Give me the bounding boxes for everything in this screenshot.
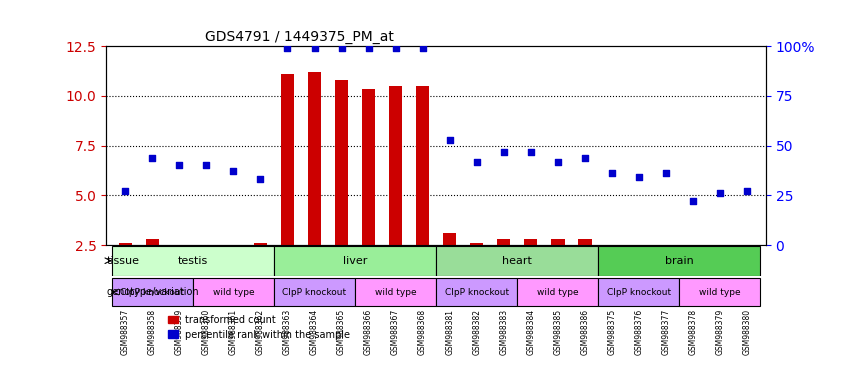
Text: genotype/variation: genotype/variation bbox=[107, 287, 199, 297]
FancyBboxPatch shape bbox=[437, 246, 598, 276]
Point bbox=[308, 45, 322, 51]
Text: ClpP knockout: ClpP knockout bbox=[120, 288, 185, 296]
Text: GDS4791 / 1449375_PM_at: GDS4791 / 1449375_PM_at bbox=[205, 30, 394, 44]
FancyBboxPatch shape bbox=[111, 278, 193, 306]
Point bbox=[605, 170, 619, 177]
Point bbox=[443, 137, 456, 143]
Point bbox=[524, 149, 538, 155]
Bar bbox=[254, 243, 267, 245]
Bar bbox=[443, 233, 456, 245]
Point bbox=[226, 169, 240, 175]
Bar bbox=[146, 239, 159, 245]
Text: liver: liver bbox=[343, 256, 368, 266]
Point bbox=[416, 45, 430, 51]
Text: brain: brain bbox=[665, 256, 694, 266]
Text: ClpP knockout: ClpP knockout bbox=[444, 288, 509, 296]
Text: ClpP knockout: ClpP knockout bbox=[607, 288, 671, 296]
FancyBboxPatch shape bbox=[355, 278, 437, 306]
Bar bbox=[118, 243, 132, 245]
FancyBboxPatch shape bbox=[193, 278, 274, 306]
FancyBboxPatch shape bbox=[517, 278, 598, 306]
Text: ClpP knockout: ClpP knockout bbox=[283, 288, 346, 296]
Bar bbox=[470, 243, 483, 245]
Point bbox=[362, 45, 375, 51]
Point bbox=[173, 162, 186, 169]
Point bbox=[200, 162, 214, 169]
FancyBboxPatch shape bbox=[598, 278, 679, 306]
Text: wild type: wild type bbox=[374, 288, 416, 296]
Point bbox=[551, 159, 564, 165]
Point bbox=[334, 45, 348, 51]
Point bbox=[740, 188, 754, 194]
Bar bbox=[578, 239, 591, 245]
Legend: transformed count, percentile rank within the sample: transformed count, percentile rank withi… bbox=[164, 311, 354, 343]
Point bbox=[146, 154, 159, 161]
Bar bbox=[497, 239, 511, 245]
Point bbox=[254, 176, 267, 182]
Text: testis: testis bbox=[178, 256, 208, 266]
Text: tissue: tissue bbox=[107, 256, 140, 266]
Point bbox=[659, 170, 672, 177]
Point bbox=[470, 159, 483, 165]
Point bbox=[118, 188, 132, 194]
FancyBboxPatch shape bbox=[111, 246, 274, 276]
FancyBboxPatch shape bbox=[274, 246, 437, 276]
Bar bbox=[362, 89, 375, 245]
FancyBboxPatch shape bbox=[437, 278, 517, 306]
Text: wild type: wild type bbox=[213, 288, 254, 296]
Point bbox=[686, 198, 700, 204]
Bar bbox=[308, 72, 322, 245]
Text: wild type: wild type bbox=[700, 288, 740, 296]
Point bbox=[713, 190, 727, 197]
Bar bbox=[389, 86, 403, 245]
Text: heart: heart bbox=[502, 256, 532, 266]
Point bbox=[497, 149, 511, 155]
Point bbox=[389, 45, 403, 51]
Text: wild type: wild type bbox=[537, 288, 579, 296]
FancyBboxPatch shape bbox=[679, 278, 761, 306]
Bar bbox=[334, 80, 348, 245]
Bar bbox=[281, 74, 294, 245]
Bar bbox=[551, 239, 564, 245]
Bar bbox=[416, 86, 430, 245]
FancyBboxPatch shape bbox=[274, 278, 355, 306]
Point bbox=[632, 174, 646, 180]
Bar bbox=[524, 239, 538, 245]
Point bbox=[578, 154, 591, 161]
Point bbox=[281, 45, 294, 51]
FancyBboxPatch shape bbox=[598, 246, 761, 276]
